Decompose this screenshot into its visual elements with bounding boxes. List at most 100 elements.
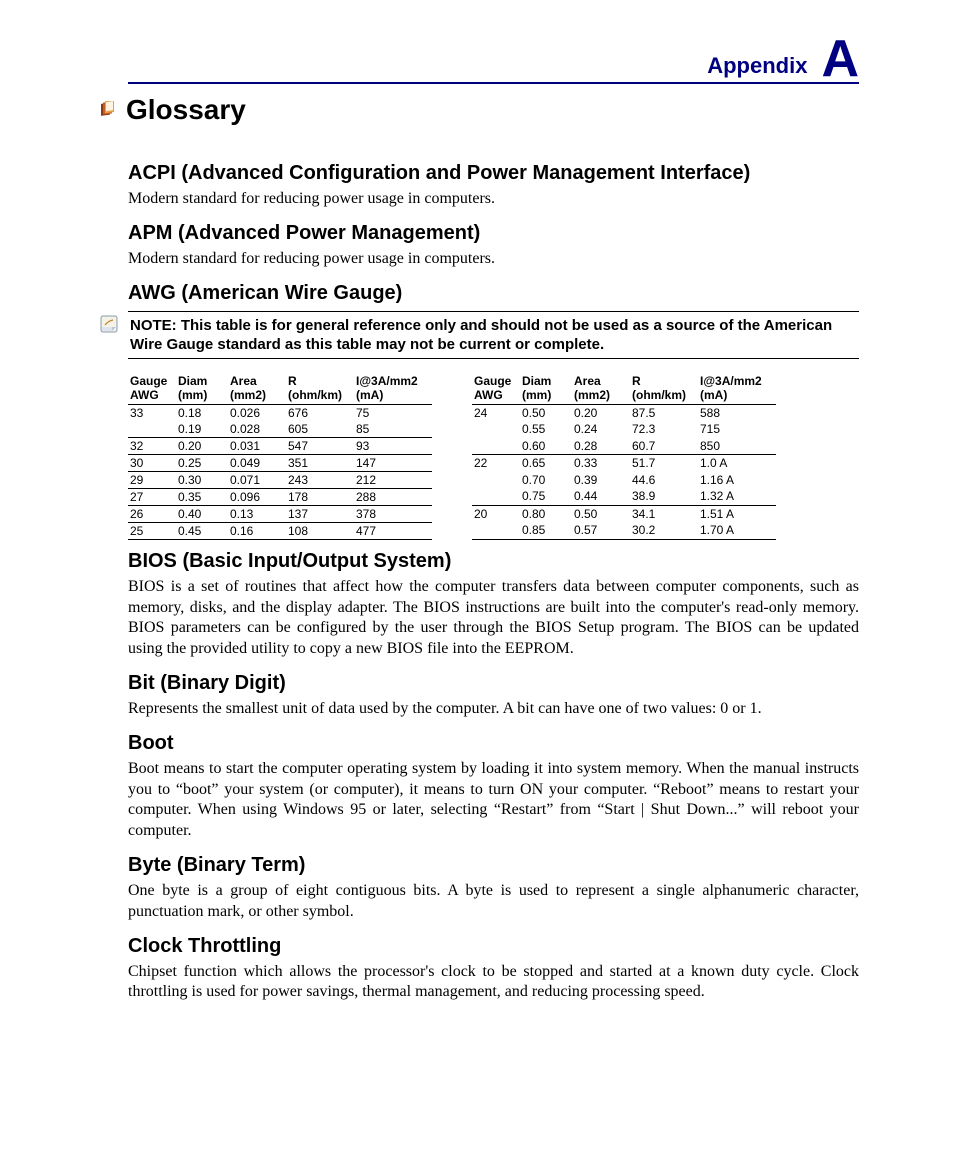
table-cell: 87.5 (630, 404, 698, 421)
table-header: I@3A/mm2(mA) (354, 373, 432, 404)
table-cell: 0.20 (176, 437, 228, 454)
table-cell (472, 472, 520, 488)
term-heading: AWG (American Wire Gauge) (128, 282, 859, 305)
term-heading: BIOS (Basic Input/Output System) (128, 550, 859, 573)
table-cell: 0.026 (228, 404, 286, 421)
table-cell (472, 488, 520, 505)
table-cell: 1.16 A (698, 472, 776, 488)
table-header: Area(mm2) (572, 373, 630, 404)
term-apm: APM (Advanced Power Management) Modern s… (128, 222, 859, 270)
table-cell: 0.13 (228, 505, 286, 522)
table-cell: 605 (286, 421, 354, 438)
note-wrap: NOTE: This table is for general referenc… (100, 311, 859, 359)
table-row: 290.300.071243212 (128, 471, 432, 488)
table-header: Area(mm2) (228, 373, 286, 404)
table-cell: 72.3 (630, 421, 698, 437)
term-acpi: ACPI (Advanced Configuration and Power M… (128, 162, 859, 210)
term-body: Chipset function which allows the proces… (128, 962, 859, 1004)
table-row: 0.750.4438.91.32 A (472, 488, 776, 505)
table-cell: 0.049 (228, 454, 286, 471)
table-cell: 1.51 A (698, 505, 776, 522)
table-row: 250.450.16108477 (128, 522, 432, 539)
table-header: I@3A/mm2(mA) (698, 373, 776, 404)
term-heading: Bit (Binary Digit) (128, 672, 859, 695)
table-cell (472, 421, 520, 437)
table-cell: 1.0 A (698, 455, 776, 472)
table-cell: 0.44 (572, 488, 630, 505)
table-cell: 147 (354, 454, 432, 471)
table-row: 320.200.03154793 (128, 437, 432, 454)
term-awg: AWG (American Wire Gauge) (128, 282, 859, 305)
table-row: 270.350.096178288 (128, 488, 432, 505)
table-cell: 0.18 (176, 404, 228, 421)
table-row: 0.600.2860.7850 (472, 438, 776, 455)
table-cell: 378 (354, 505, 432, 522)
table-cell: 29 (128, 471, 176, 488)
table-cell: 0.16 (228, 522, 286, 539)
page: Appendix A Glossary ACPI (Advanced Confi… (0, 0, 954, 1075)
table-cell: 0.50 (520, 404, 572, 421)
table-cell: 32 (128, 437, 176, 454)
table-row: 330.180.02667675 (128, 404, 432, 421)
table-header: R(ohm/km) (630, 373, 698, 404)
term-heading: Byte (Binary Term) (128, 854, 859, 877)
table-cell: 34.1 (630, 505, 698, 522)
table-row: 0.190.02860585 (128, 421, 432, 438)
note-text: NOTE: This table is for general referenc… (128, 311, 859, 359)
table-cell: 588 (698, 404, 776, 421)
table-cell: 44.6 (630, 472, 698, 488)
table-cell: 137 (286, 505, 354, 522)
term-byte: Byte (Binary Term) One byte is a group o… (128, 854, 859, 923)
table-cell: 0.35 (176, 488, 228, 505)
table-cell: 27 (128, 488, 176, 505)
term-bit: Bit (Binary Digit) Represents the smalle… (128, 672, 859, 720)
term-heading: APM (Advanced Power Management) (128, 222, 859, 245)
table-cell: 0.19 (176, 421, 228, 438)
table-header: R(ohm/km) (286, 373, 354, 404)
table-cell: 0.80 (520, 505, 572, 522)
table-cell: 0.30 (176, 471, 228, 488)
table-cell: 0.75 (520, 488, 572, 505)
table-cell: 33 (128, 404, 176, 421)
table-cell (128, 421, 176, 438)
table-cell: 22 (472, 455, 520, 472)
awg-table-left: GaugeAWGDiam(mm)Area(mm2)R(ohm/km)I@3A/m… (128, 373, 432, 540)
table-header: Diam(mm) (520, 373, 572, 404)
table-cell: 108 (286, 522, 354, 539)
table-cell: 0.096 (228, 488, 286, 505)
term-body: Modern standard for reducing power usage… (128, 249, 859, 270)
table-cell: 288 (354, 488, 432, 505)
table-cell: 0.45 (176, 522, 228, 539)
table-cell: 0.24 (572, 421, 630, 437)
table-cell: 0.071 (228, 471, 286, 488)
table-header: GaugeAWG (128, 373, 176, 404)
table-cell: 351 (286, 454, 354, 471)
table-cell: 0.031 (228, 437, 286, 454)
term-bios: BIOS (Basic Input/Output System) BIOS is… (128, 550, 859, 660)
table-cell: 20 (472, 505, 520, 522)
term-clock-throttling: Clock Throttling Chipset function which … (128, 935, 859, 1004)
table-cell: 0.20 (572, 404, 630, 421)
table-cell: 0.028 (228, 421, 286, 438)
table-row: 200.800.5034.11.51 A (472, 505, 776, 522)
table-cell: 0.65 (520, 455, 572, 472)
table-row: 300.250.049351147 (128, 454, 432, 471)
appendix-label: Appendix (707, 53, 807, 79)
note-icon (100, 315, 120, 338)
table-cell: 93 (354, 437, 432, 454)
term-body: BIOS is a set of routines that affect ho… (128, 577, 859, 660)
appendix-letter: A (821, 33, 859, 85)
table-cell (472, 438, 520, 455)
table-cell: 85 (354, 421, 432, 438)
table-cell: 0.85 (520, 522, 572, 539)
table-cell (472, 522, 520, 539)
page-title: Glossary (126, 94, 246, 126)
term-body: One byte is a group of eight contiguous … (128, 881, 859, 923)
table-cell: 1.70 A (698, 522, 776, 539)
awg-table-right: GaugeAWGDiam(mm)Area(mm2)R(ohm/km)I@3A/m… (472, 373, 776, 540)
table-row: 260.400.13137378 (128, 505, 432, 522)
table-row: 0.850.5730.21.70 A (472, 522, 776, 539)
table-cell: 178 (286, 488, 354, 505)
term-body: Modern standard for reducing power usage… (128, 189, 859, 210)
table-cell: 676 (286, 404, 354, 421)
